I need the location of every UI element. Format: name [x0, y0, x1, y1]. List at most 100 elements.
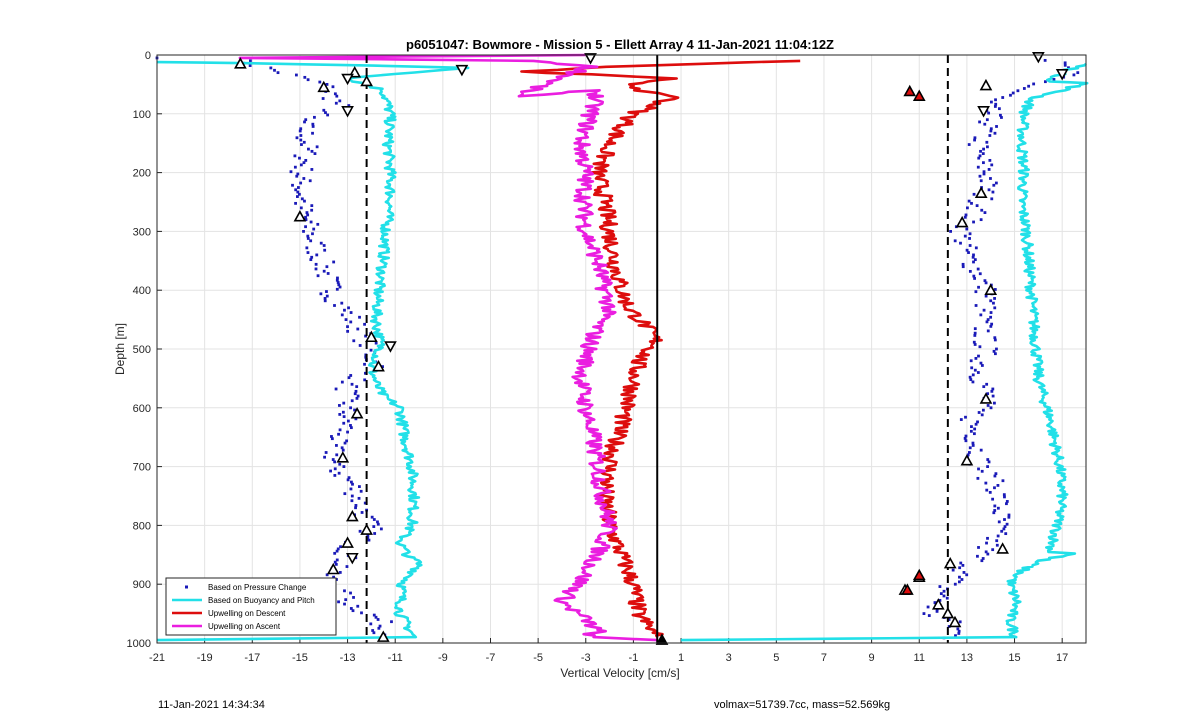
pressure-change-point — [356, 394, 360, 398]
pressure-change-point — [942, 589, 946, 593]
pressure-change-point — [994, 472, 998, 476]
pressure-change-point — [358, 529, 362, 533]
pressure-change-point — [991, 387, 995, 391]
pressure-change-point — [366, 534, 370, 538]
pressure-change-point — [997, 107, 1001, 111]
pressure-change-point — [308, 179, 312, 183]
pressure-change-point — [987, 188, 991, 192]
pressure-change-point — [335, 287, 339, 291]
pressure-change-point — [973, 277, 976, 280]
pressure-change-point — [324, 451, 328, 454]
triangle-marker — [960, 454, 974, 466]
x-axis-label: Vertical Velocity [cm/s] — [560, 666, 679, 680]
pressure-change-point — [986, 404, 990, 407]
pressure-change-point — [373, 532, 377, 535]
pressure-change-point — [987, 111, 991, 115]
y-axis-label: Depth [m] — [113, 323, 127, 375]
y-tick-label: 0 — [145, 50, 151, 62]
x-tick-label: 15 — [1008, 652, 1020, 664]
pressure-change-point — [355, 396, 359, 400]
triangle-marker — [293, 210, 307, 222]
pressure-change-point — [296, 190, 300, 194]
pressure-change-point — [956, 627, 960, 631]
pressure-change-point — [333, 467, 337, 471]
pressure-change-point — [303, 120, 306, 124]
pressure-change-point — [1005, 500, 1009, 503]
triangle-marker — [341, 73, 354, 86]
pressure-change-point — [330, 435, 333, 438]
triangle-marker — [979, 392, 993, 404]
pressure-change-point — [346, 430, 349, 434]
pressure-change-point — [989, 177, 992, 180]
pressure-change-point — [319, 241, 323, 245]
pressure-change-point — [980, 208, 984, 212]
pressure-change-point — [989, 299, 993, 303]
pressure-change-point — [961, 563, 965, 567]
pressure-change-point — [993, 297, 996, 300]
triangle-marker — [974, 186, 988, 198]
pressure-change-point — [974, 246, 978, 250]
pressure-change-point — [363, 362, 366, 366]
pressure-change-point — [346, 478, 350, 482]
pressure-change-point — [316, 274, 320, 278]
pressure-change-point — [1072, 73, 1076, 77]
pressure-change-point — [294, 188, 298, 192]
pressure-change-point — [969, 429, 973, 433]
pressure-change-point — [337, 471, 341, 475]
pressure-change-point — [338, 404, 341, 407]
pressure-change-point — [959, 561, 963, 565]
pressure-change-point — [350, 382, 354, 386]
pressure-change-point — [973, 327, 977, 331]
pressure-change-point — [294, 201, 297, 205]
pressure-change-point — [324, 111, 327, 115]
y-tick-label: 100 — [133, 109, 151, 121]
pressure-change-point — [335, 453, 339, 457]
pressure-change-point — [312, 227, 316, 231]
pressure-change-point — [963, 436, 967, 440]
pressure-change-point — [969, 359, 973, 363]
pressure-change-point — [1063, 63, 1067, 67]
pressure-change-point — [954, 634, 957, 638]
pressure-change-point — [323, 297, 327, 300]
pressure-change-point — [302, 161, 306, 165]
pressure-change-point — [960, 578, 964, 581]
pressure-change-point — [358, 344, 362, 347]
pressure-change-point — [333, 474, 337, 477]
pressure-change-point — [973, 138, 976, 142]
pressure-change-point — [338, 99, 342, 103]
pressure-change-point — [306, 234, 310, 238]
pressure-change-point — [330, 437, 334, 441]
triangle-marker — [336, 451, 350, 463]
pressure-change-point — [322, 244, 326, 247]
pressure-change-point — [981, 557, 985, 560]
pressure-change-point — [359, 489, 363, 493]
pressure-change-point — [338, 413, 342, 416]
pressure-change-point — [357, 496, 361, 500]
pressure-change-point — [381, 365, 384, 369]
x-tick-label: 13 — [961, 652, 973, 664]
triangle-marker — [979, 78, 993, 91]
pressure-change-point — [300, 197, 304, 201]
pressure-change-point — [989, 406, 993, 410]
pressure-change-point — [991, 497, 995, 501]
pressure-change-point — [973, 334, 977, 337]
pressure-change-point — [350, 494, 354, 498]
pressure-change-point — [352, 596, 355, 599]
pressure-change-point — [310, 255, 314, 259]
pressure-change-point — [322, 269, 326, 273]
triangle-marker — [903, 84, 917, 97]
pressure-change-point — [349, 424, 352, 427]
triangle-marker — [360, 523, 373, 535]
pressure-change-point — [985, 320, 989, 324]
pressure-change-point — [978, 345, 982, 349]
pressure-change-point — [379, 527, 383, 531]
pressure-change-point — [966, 453, 970, 457]
pressure-change-point — [979, 448, 983, 452]
triangle-marker — [943, 556, 957, 569]
pressure-change-point — [959, 241, 962, 245]
pressure-change-point — [958, 580, 961, 584]
pressure-change-point — [985, 541, 988, 545]
x-tick-label: -7 — [486, 652, 496, 664]
pressure-change-point — [334, 101, 338, 105]
pressure-change-point — [374, 341, 378, 345]
